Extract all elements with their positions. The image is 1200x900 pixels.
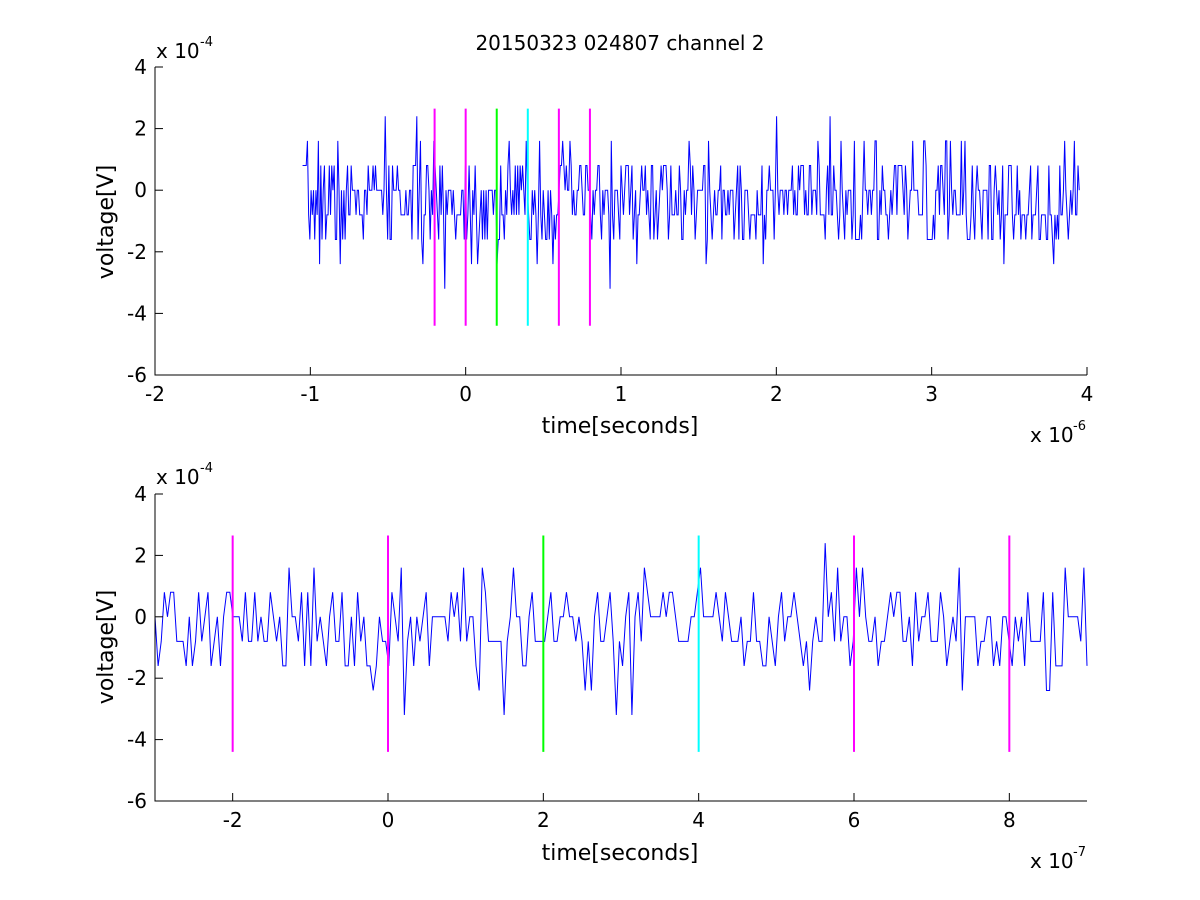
subplot-bottom-x-axis-label: time[seconds] <box>542 841 699 866</box>
subplot-bottom: -2 0 2 4 6 8 -6 -4 -2 0 2 4 x 10 -4 time[seconds] v… <box>94 461 1088 873</box>
y-tick-label: 4 <box>134 55 147 79</box>
subplot-top-axes: -2 -1 0 1 2 3 4 -6 -4 -2 0 2 4 <box>127 55 1093 406</box>
x-tick-label: 6 <box>848 808 861 832</box>
figure-title: 20150323 024807 channel 2 <box>475 31 764 55</box>
x-tick-label: 3 <box>925 382 938 406</box>
x-tick-label: 2 <box>770 382 783 406</box>
x-tick-label: 4 <box>692 808 705 832</box>
y-tick-label: 4 <box>134 482 147 506</box>
subplot-top-x-axis-label: time[seconds] <box>542 414 699 439</box>
x-tick-label: 0 <box>382 808 395 832</box>
x-tick-label: 8 <box>1003 808 1016 832</box>
x-tick-label: 0 <box>459 382 472 406</box>
subplot-bottom-axes: -2 0 2 4 6 8 -6 -4 -2 0 2 4 <box>127 482 1087 832</box>
subplot-bottom-y-exponent-power: -4 <box>200 461 213 476</box>
x-tick-label: -2 <box>145 382 165 406</box>
x-tick-label: 1 <box>615 382 628 406</box>
y-tick-label: -4 <box>127 301 147 325</box>
y-tick-label: 0 <box>134 178 147 202</box>
subplot-top-marks <box>302 108 1080 326</box>
x-tick-label: -2 <box>223 808 243 832</box>
subplot-top-x-exponent-base: x 10 <box>1030 423 1074 447</box>
y-tick-label: 0 <box>134 605 147 629</box>
x-tick-label: -1 <box>300 382 320 406</box>
subplot-bottom-x-exponent-base: x 10 <box>1030 849 1074 873</box>
axes-frame <box>154 494 1087 802</box>
y-tick-label: 2 <box>134 543 147 567</box>
subplot-top: -2 -1 0 1 2 3 4 -6 -4 -2 0 2 4 x 10 -4 time[seconds]… <box>94 35 1093 447</box>
x-tick-label: 4 <box>1081 382 1094 406</box>
x-tick-label: 2 <box>537 808 550 832</box>
subplot-bottom-y-axis-label: voltage[V] <box>94 590 119 704</box>
subplot-top-y-exponent-power: -4 <box>200 35 213 50</box>
subplot-top-y-axis-label: voltage[V] <box>94 165 119 279</box>
y-tick-label: -6 <box>127 363 147 387</box>
subplot-top-x-exponent-power: -6 <box>1073 419 1086 434</box>
y-tick-label: 2 <box>134 117 147 141</box>
y-tick-label: -2 <box>127 666 147 690</box>
subplot-top-y-exponent-base: x 10 <box>156 39 200 63</box>
subplot-bottom-x-exponent-power: -7 <box>1073 845 1086 860</box>
y-tick-label: -6 <box>127 789 147 813</box>
y-tick-label: -4 <box>127 728 147 752</box>
subplot-bottom-marks <box>154 535 1088 752</box>
y-tick-label: -2 <box>127 240 147 264</box>
subplot-bottom-y-exponent-base: x 10 <box>156 465 200 489</box>
axes-frame <box>154 67 1087 376</box>
signal-trace <box>154 543 1088 716</box>
signal-trace <box>302 116 1080 289</box>
